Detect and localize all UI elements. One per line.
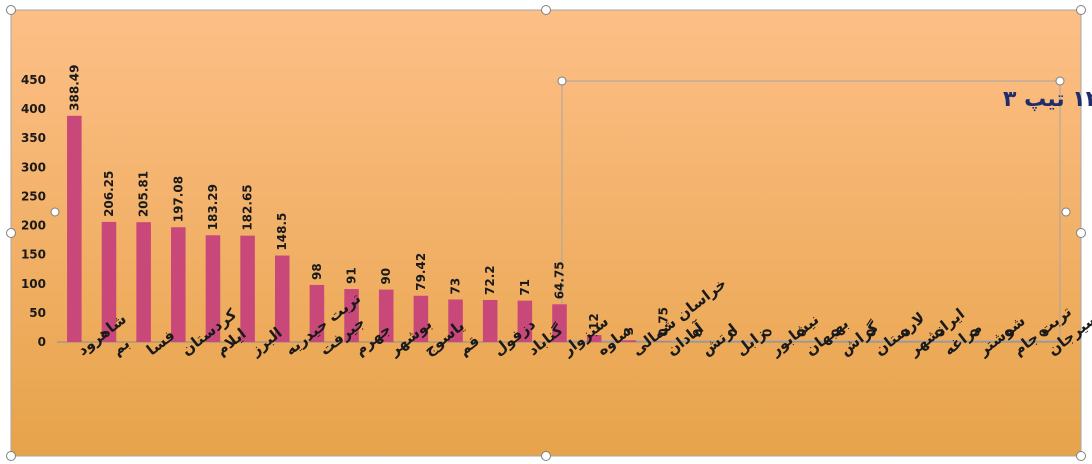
y-tick-label: 350 xyxy=(21,131,46,145)
resize-handle-bottom-right[interactable] xyxy=(1076,451,1086,461)
bar[interactable] xyxy=(378,289,394,342)
y-tick-label: 100 xyxy=(21,277,46,291)
plot-area-handles[interactable] xyxy=(50,207,60,217)
resize-handle-top-middle[interactable] xyxy=(541,5,551,15)
chart-title: امتیاز کل فعالیتهای فناوری سال ۱۳۹۸ تیپ … xyxy=(1003,87,1092,112)
data-label: 64.75 xyxy=(553,261,567,299)
data-label: 91 xyxy=(345,267,359,284)
y-tick-label: 0 xyxy=(38,335,46,349)
title-handle-middle-right[interactable] xyxy=(1061,207,1071,217)
bar[interactable] xyxy=(101,221,117,342)
bar[interactable] xyxy=(517,300,533,342)
data-label: 206.25 xyxy=(102,171,116,217)
bar[interactable] xyxy=(136,222,151,342)
data-label: 79.42 xyxy=(414,253,428,291)
data-label: 0 xyxy=(968,329,982,337)
bar[interactable] xyxy=(586,335,602,342)
data-label: 182.65 xyxy=(241,184,255,230)
bar[interactable] xyxy=(344,289,359,342)
y-tick-label: 50 xyxy=(29,306,46,320)
data-label: 3 xyxy=(622,327,636,335)
data-label: 388.49 xyxy=(67,64,81,110)
title-handle-top-right[interactable] xyxy=(1055,76,1065,86)
value-labels: 388.49 206.25 205.81 197.08 183.29 182.65 148.… xyxy=(67,64,1051,337)
data-label: 71 xyxy=(518,279,532,296)
data-label: 0 xyxy=(1038,329,1052,337)
resize-handle-top-right[interactable] xyxy=(1076,5,1086,15)
bar[interactable] xyxy=(552,304,567,342)
bar[interactable] xyxy=(621,340,637,342)
data-label: 197.08 xyxy=(171,176,185,222)
bar[interactable] xyxy=(240,235,255,342)
y-tick-label: 400 xyxy=(21,102,46,116)
resize-handle-middle-right[interactable] xyxy=(1076,228,1086,238)
y-axis: 0 50 100 150 200 250 300 350 400 450 xyxy=(21,73,46,349)
bar[interactable] xyxy=(67,115,82,342)
data-label: 183.29 xyxy=(206,184,220,230)
data-label: 0 xyxy=(795,329,809,337)
y-tick-label: 450 xyxy=(21,73,46,87)
bar[interactable] xyxy=(448,299,463,342)
resize-handle-bottom-left[interactable] xyxy=(6,451,16,461)
data-label: 98 xyxy=(310,263,324,280)
y-tick-label: 200 xyxy=(21,219,46,233)
data-label: 73 xyxy=(449,278,463,295)
data-label: 0 xyxy=(760,329,774,337)
resize-handle-bottom-middle[interactable] xyxy=(541,451,551,461)
title-handle-top-left[interactable] xyxy=(557,76,567,86)
bar[interactable] xyxy=(274,255,290,342)
data-label: 148.5 xyxy=(275,213,289,251)
bar[interactable] xyxy=(413,295,429,342)
data-label: 0 xyxy=(899,329,913,337)
chart-selection-handles[interactable] xyxy=(6,5,1086,461)
title-box[interactable] xyxy=(561,80,1061,342)
bar[interactable] xyxy=(205,235,221,342)
data-label: 72.2 xyxy=(483,265,497,295)
data-label: 0 xyxy=(934,329,948,337)
bar[interactable] xyxy=(309,284,325,342)
data-label: 0 xyxy=(726,329,740,337)
data-label: 0 xyxy=(830,329,844,337)
data-label: 90 xyxy=(379,268,393,285)
bars xyxy=(67,115,671,342)
y-tick-label: 250 xyxy=(21,189,46,203)
data-label: 205.81 xyxy=(137,171,151,217)
y-tick-label: 300 xyxy=(21,160,46,174)
resize-handle-middle-left[interactable] xyxy=(6,228,16,238)
data-label: 0.75 xyxy=(656,307,670,337)
bar[interactable] xyxy=(171,227,186,342)
plot-handle-middle-left[interactable] xyxy=(50,207,60,217)
bar[interactable] xyxy=(482,299,498,342)
y-tick-label: 150 xyxy=(21,248,46,262)
data-label: 12 xyxy=(587,313,601,330)
data-label: 0 xyxy=(864,329,878,337)
data-label: 0 xyxy=(1003,329,1017,337)
resize-handle-top-left[interactable] xyxy=(6,5,16,15)
title-selection-handles[interactable] xyxy=(557,76,1071,217)
data-label: 0 xyxy=(691,329,705,337)
chart-background xyxy=(10,9,1082,457)
